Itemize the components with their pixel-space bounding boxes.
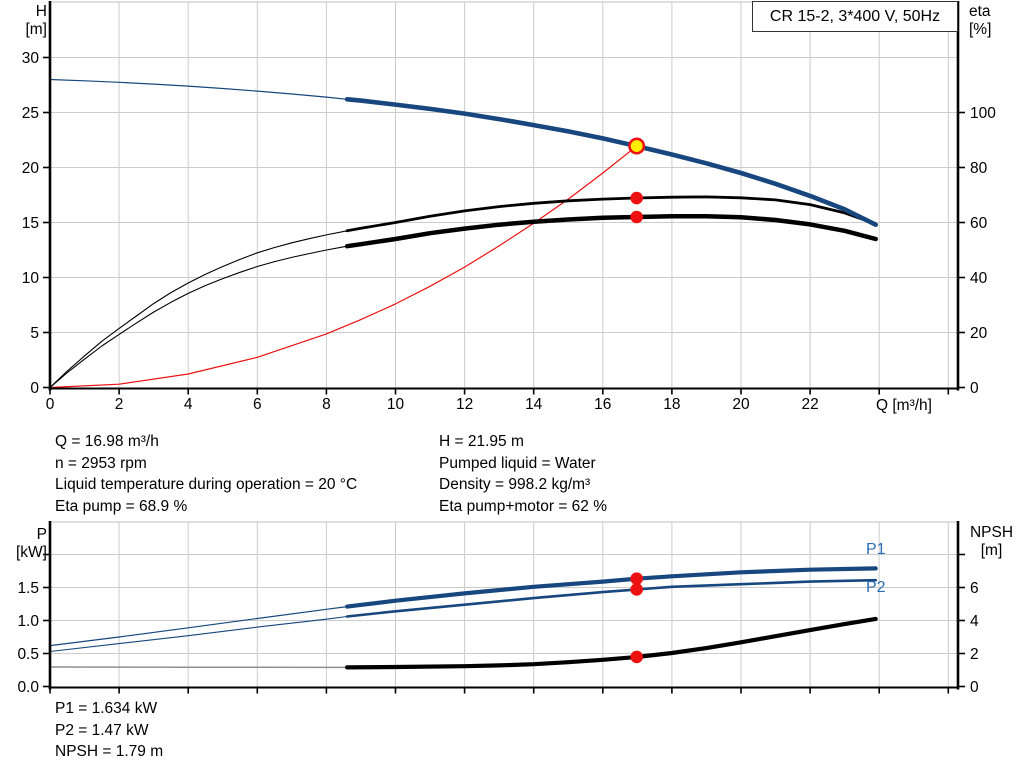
x-tick-label: 14: [525, 396, 543, 413]
x-tick-label: 18: [663, 396, 680, 413]
eta-axis-label: eta [%]: [969, 3, 992, 38]
y-right-tick-label: 4: [970, 613, 979, 630]
p2-point: [630, 583, 643, 596]
eta-pump-motor-curve: [344, 213, 878, 249]
y-right-tick-label: 20: [970, 325, 988, 342]
x-tick-label: 2: [115, 396, 124, 413]
duty-data-right: H = 21.95 m Pumped liquid = Water Densit…: [439, 431, 607, 517]
q-axis-label: Q [m³/h]: [876, 397, 932, 414]
p1-value: P1 = 1.634 kW: [55, 700, 158, 717]
x-tick-label: 4: [184, 396, 193, 413]
duty-point[interactable]: [628, 137, 646, 155]
p2-value: P2 = 1.47 kW: [55, 721, 149, 739]
p2-curve: [345, 578, 877, 618]
eta-pump-curve-thin: [49, 230, 348, 389]
y-left-tick-label: 1.5: [17, 580, 39, 597]
x-tick-label: 20: [732, 396, 750, 413]
p2-curve-thin: [49, 615, 348, 653]
liquid-temp-value: Liquid temperature during operation = 20…: [55, 476, 358, 494]
h-value: H = 21.95 m: [439, 433, 524, 450]
y-right-tick-label: 2: [970, 646, 979, 663]
npsh-axis-label: NPSH [m]: [969, 524, 1014, 559]
eta-pump-motor-value: Eta pump+motor = 62 %: [439, 497, 608, 515]
y-right-tick-label: 60: [970, 215, 988, 232]
y-left-tick-label: 30: [22, 50, 40, 67]
p1-curve-label: P1: [866, 541, 886, 558]
x-tick-label: 10: [387, 396, 405, 413]
p1-curve-thin: [49, 606, 348, 647]
npsh-value: NPSH = 1.79 m: [55, 743, 164, 761]
y-left-tick-label: 15: [22, 215, 39, 232]
x-tick-label: 12: [456, 396, 473, 413]
p2-curve-label: P2: [866, 579, 886, 596]
head-curve-thin: [49, 78, 348, 100]
pump-title-box: CR 15-2, 3*400 V, 50Hz: [752, 1, 958, 32]
system-curve: [49, 145, 638, 389]
y-right-tick-label: 6: [970, 580, 979, 597]
y-right-tick-label: 80: [970, 160, 988, 177]
y-left-tick-label: 10: [22, 270, 40, 287]
y-right-tick-label: 0: [970, 380, 979, 397]
y-left-tick-label: 20: [22, 160, 40, 177]
n-value: n = 2953 rpm: [55, 454, 147, 472]
y-left-tick-label: 1.0: [17, 613, 39, 630]
y-left-tick-label: 0.0: [17, 679, 39, 696]
top-chart-plot-area[interactable]: [50, 2, 958, 389]
x-tick-label: 6: [253, 396, 262, 413]
x-tick-label: 16: [594, 396, 611, 413]
duty-data-bottom: P1 = 1.634 kW P2 = 1.47 kW NPSH = 1.79 m: [55, 698, 163, 763]
eta-pump-motor-point: [630, 210, 643, 224]
y-right-tick-label: 100: [970, 105, 996, 122]
y-right-tick-label: 0: [970, 679, 979, 696]
density-value: Density = 998.2 kg/m³: [439, 476, 591, 494]
q-value: Q = 16.98 m³/h: [55, 433, 159, 450]
npsh-point: [630, 650, 643, 664]
y-left-tick-label: 0: [30, 380, 39, 397]
bottom-chart-plot-area[interactable]: [50, 522, 958, 688]
pump-title: CR 15-2, 3*400 V, 50Hz: [769, 7, 941, 25]
y-right-tick-label: 40: [970, 270, 988, 287]
x-tick-label: 8: [322, 396, 331, 413]
eta-pump-value: Eta pump = 68.9 %: [55, 497, 188, 515]
p1-point: [630, 572, 643, 585]
y-left-tick-label: 25: [22, 105, 39, 122]
h-axis-label: H [m]: [25, 3, 47, 38]
eta-pump-curve: [345, 195, 878, 233]
p-axis-label: P [kW]: [16, 526, 47, 561]
y-left-tick-label: 5: [30, 325, 39, 342]
eta-pump-point: [630, 191, 643, 205]
p1-curve: [345, 566, 878, 609]
duty-data-left: Q = 16.98 m³/h n = 2953 rpm Liquid tempe…: [55, 431, 357, 517]
x-tick-label: 22: [801, 396, 818, 413]
pumped-liquid-value: Pumped liquid = Water: [439, 454, 596, 472]
x-tick-label: 0: [46, 396, 55, 413]
eta-pump-motor-curve-thin: [49, 245, 348, 389]
y-left-tick-label: 0.5: [17, 646, 39, 663]
head-curve: [344, 97, 878, 227]
